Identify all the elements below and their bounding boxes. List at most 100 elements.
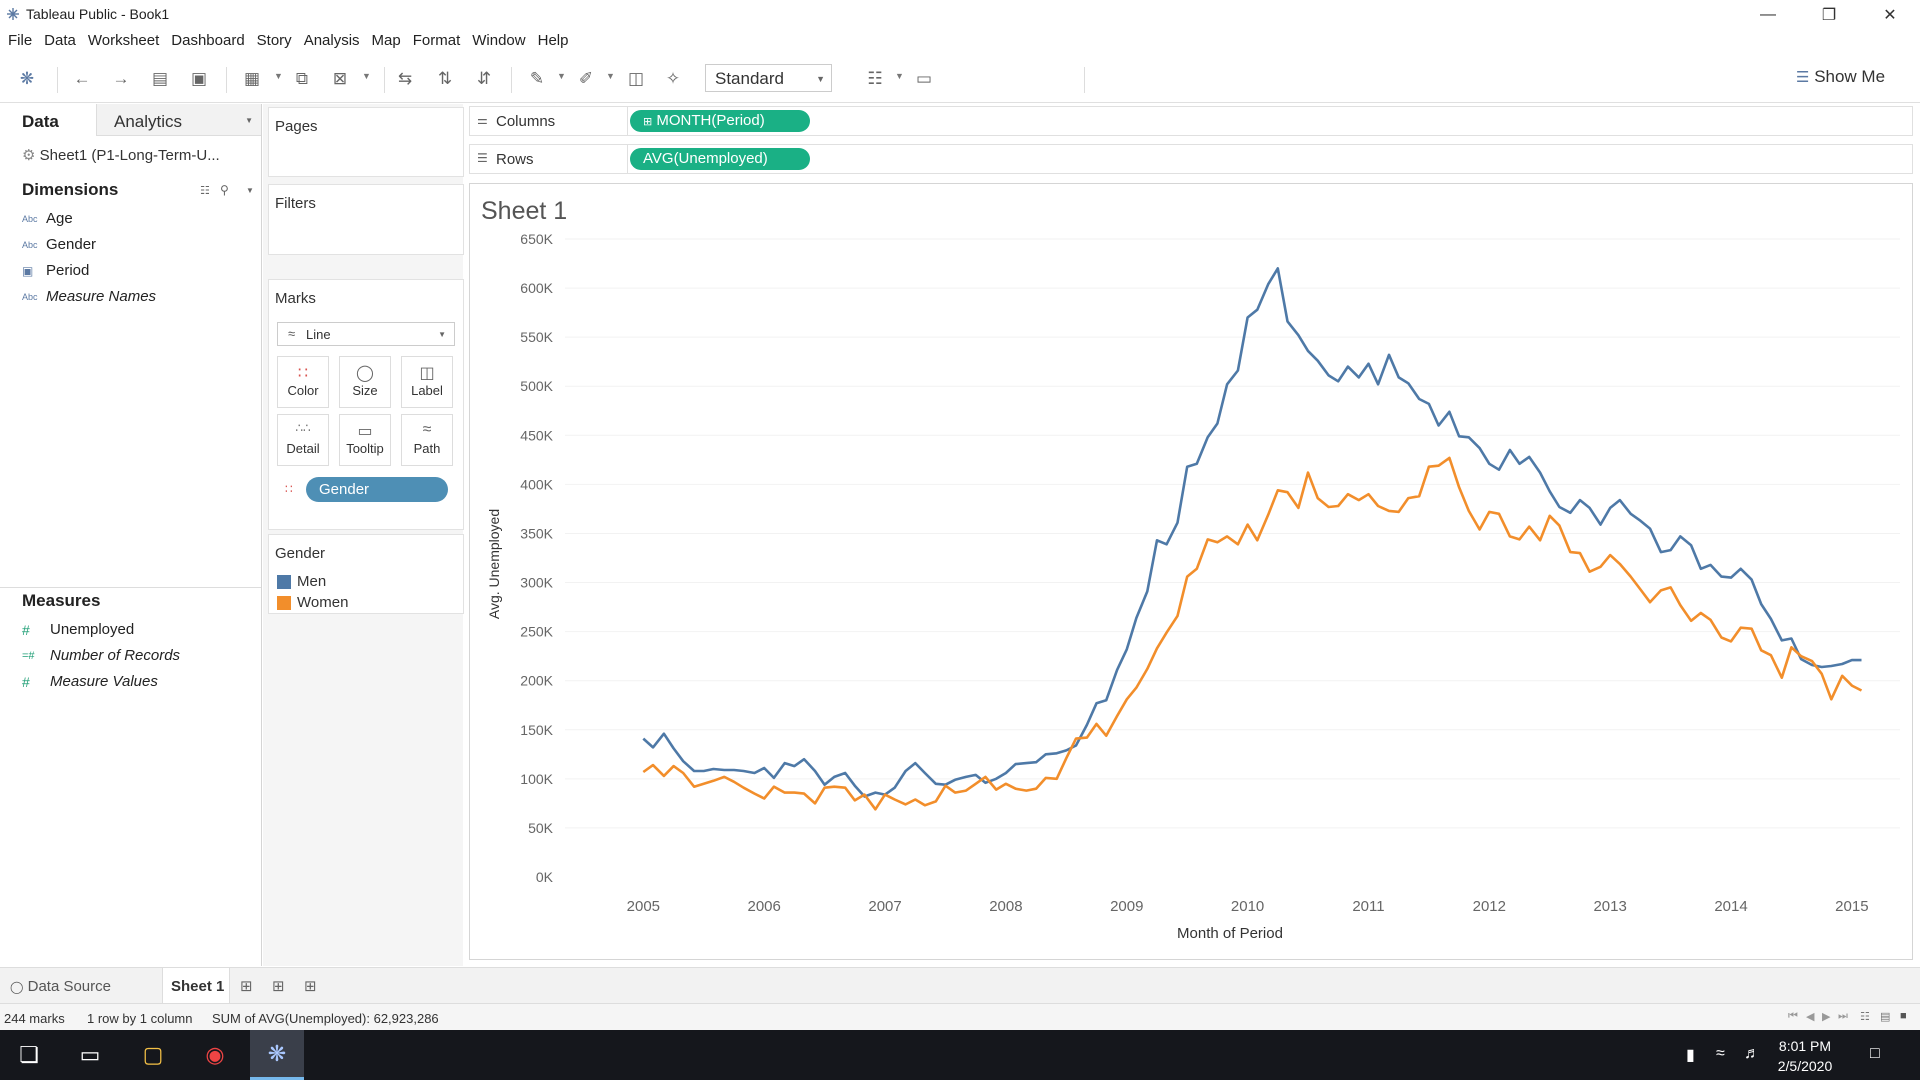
month-period-pill[interactable]: ⊞ MONTH(Period): [630, 110, 810, 132]
fix-axes-icon[interactable]: ✧: [665, 69, 681, 88]
x-tick-label: 2009: [1110, 898, 1143, 915]
task-view-icon[interactable]: ▭: [79, 1042, 101, 1067]
new-worksheet-dropdown-icon[interactable]: ▼: [274, 71, 283, 81]
filters-card[interactable]: Filters: [268, 184, 464, 255]
series-line-women[interactable]: [642, 456, 1863, 811]
menu-story[interactable]: Story: [256, 32, 292, 49]
field-measure-values[interactable]: # Measure Values: [22, 673, 158, 690]
file-explorer-icon[interactable]: ▢: [142, 1042, 164, 1067]
menu-dashboard[interactable]: Dashboard: [171, 32, 245, 49]
columns-shelf[interactable]: ⚌ Columns ⊞ MONTH(Period): [469, 106, 1913, 136]
duplicate-sheet-icon[interactable]: ⧉: [295, 69, 309, 88]
clear-sheet-icon[interactable]: ⊠: [332, 69, 348, 88]
color-encoding-icon: ∷: [285, 482, 293, 496]
menu-map[interactable]: Map: [371, 32, 401, 49]
show-cards-dropdown-icon[interactable]: ▼: [895, 71, 904, 81]
volume-icon[interactable]: ♬: [1744, 1045, 1760, 1062]
field-age[interactable]: Abc Age: [22, 210, 73, 227]
field-period[interactable]: ▣ Period: [22, 262, 90, 279]
tableau-home-icon[interactable]: ❋: [19, 69, 35, 88]
clock[interactable]: 8:01 PM 2/5/2020: [1760, 1036, 1850, 1076]
show-me-button[interactable]: ☰ Show Me: [1796, 67, 1885, 87]
group-members-icon[interactable]: ✐: [578, 69, 594, 88]
sheet1-tab[interactable]: Sheet 1: [162, 968, 230, 1004]
swap-rows-columns-icon[interactable]: ⇆: [397, 69, 413, 88]
mark-type-select[interactable]: ≈ Line ▼: [277, 322, 455, 346]
color-button[interactable]: ∷ Color: [277, 356, 329, 408]
legend-title: Gender: [275, 545, 326, 562]
filmstrip-icon[interactable]: ▤: [1880, 1011, 1891, 1023]
field-number-of-records[interactable]: =# Number of Records: [22, 647, 181, 664]
view-as-list-icon[interactable]: ☷: [200, 185, 210, 197]
undo-icon[interactable]: ←: [73, 69, 91, 88]
detail-button[interactable]: ∴∴ Detail: [277, 414, 329, 466]
new-story-tab-icon[interactable]: ⊞: [304, 978, 317, 995]
menu-format[interactable]: Format: [412, 32, 461, 49]
avg-unemployed-pill[interactable]: AVG(Unemployed): [630, 148, 810, 170]
label-button[interactable]: ◫ Label: [401, 356, 453, 408]
path-button[interactable]: ≈ Path: [401, 414, 453, 466]
rows-shelf[interactable]: ☰ Rows AVG(Unemployed): [469, 144, 1913, 174]
tabs-view-icon[interactable]: ■: [1900, 1010, 1907, 1022]
dimensions-menu-icon[interactable]: ▼: [246, 186, 254, 195]
sort-ascending-icon[interactable]: ⇅: [437, 69, 453, 88]
datasource-item[interactable]: ⚙ Sheet1 (P1-Long-Term-U...: [22, 146, 220, 164]
legend-item-women[interactable]: Women: [277, 594, 348, 611]
minimize-button[interactable]: —: [1760, 5, 1776, 23]
first-sheet-icon[interactable]: ⏮: [1788, 1010, 1798, 1022]
field-unemployed[interactable]: # Unemployed: [22, 621, 135, 638]
sort-descending-icon[interactable]: ⇵: [476, 69, 492, 88]
new-worksheet-tab-icon[interactable]: ⊞: [240, 978, 253, 995]
series-line-men[interactable]: [642, 267, 1862, 798]
battery-icon[interactable]: ▮: [1686, 1047, 1695, 1064]
close-button[interactable]: ✕: [1883, 6, 1897, 24]
tooltip-icon: ▭: [357, 423, 373, 440]
y-tick-label: 350K: [520, 525, 553, 541]
menu-window[interactable]: Window: [472, 32, 526, 49]
fit-select[interactable]: Standard ▼: [705, 64, 832, 92]
new-dashboard-tab-icon[interactable]: ⊞: [272, 978, 285, 995]
data-source-tab[interactable]: ◯ Data Source: [10, 978, 111, 995]
new-worksheet-icon[interactable]: ▦: [243, 69, 261, 88]
new-datasource-icon[interactable]: ▣: [190, 69, 208, 88]
wifi-icon[interactable]: ≈: [1716, 1045, 1725, 1062]
last-sheet-icon[interactable]: ⏭: [1838, 1010, 1848, 1022]
menu-data[interactable]: Data: [44, 32, 76, 49]
menu-file[interactable]: File: [8, 32, 33, 49]
sheet-sorter-icon[interactable]: ☷: [1860, 1011, 1870, 1023]
datasource-icon: ⚙: [22, 147, 36, 164]
redo-icon[interactable]: →: [112, 69, 130, 88]
menu-worksheet[interactable]: Worksheet: [87, 32, 160, 49]
x-tick-label: 2014: [1714, 898, 1747, 915]
legend-item-men[interactable]: Men: [277, 573, 326, 590]
next-sheet-icon[interactable]: ▶: [1822, 1011, 1831, 1023]
highlight-icon[interactable]: ✎: [529, 69, 545, 88]
tableau-taskbar-icon[interactable]: ❋: [250, 1030, 304, 1080]
show-mark-labels-icon[interactable]: ◫: [627, 69, 645, 88]
field-measure-names[interactable]: Abc Measure Names: [22, 288, 157, 305]
show-cards-icon[interactable]: ☷: [867, 69, 883, 88]
chrome-icon[interactable]: ◉: [205, 1042, 225, 1067]
presentation-mode-icon[interactable]: ▭: [915, 69, 933, 88]
menu-help[interactable]: Help: [537, 32, 569, 49]
tab-analytics[interactable]: Analytics ▼: [96, 104, 261, 136]
windows-start-icon[interactable]: ❏: [19, 1042, 39, 1067]
pages-card[interactable]: Pages: [268, 107, 464, 177]
search-icon[interactable]: ⚲: [220, 183, 229, 197]
size-button[interactable]: ◯ Size: [339, 356, 391, 408]
highlight-dropdown-icon[interactable]: ▼: [557, 71, 566, 81]
group-dropdown-icon[interactable]: ▼: [606, 71, 615, 81]
field-gender[interactable]: Abc Gender: [22, 236, 97, 253]
rows-shelf-label: ☰ Rows: [470, 145, 628, 173]
previous-sheet-icon[interactable]: ◀: [1806, 1011, 1815, 1023]
menu-analysis[interactable]: Analysis: [303, 32, 360, 49]
line-chart[interactable]: 0K 50K 100K 150K 200K 250K 300K 350K 400K 450K 500…: [470, 184, 1912, 959]
y-tick-label: 250K: [520, 624, 553, 640]
gender-color-pill[interactable]: Gender: [306, 477, 448, 502]
tab-data[interactable]: Data: [0, 104, 96, 136]
tooltip-button[interactable]: ▭ Tooltip: [339, 414, 391, 466]
notifications-icon[interactable]: □: [1870, 1045, 1880, 1062]
restore-button[interactable]: ❐: [1821, 6, 1837, 24]
clear-sheet-dropdown-icon[interactable]: ▼: [362, 71, 371, 81]
save-icon[interactable]: ▤: [151, 69, 169, 88]
